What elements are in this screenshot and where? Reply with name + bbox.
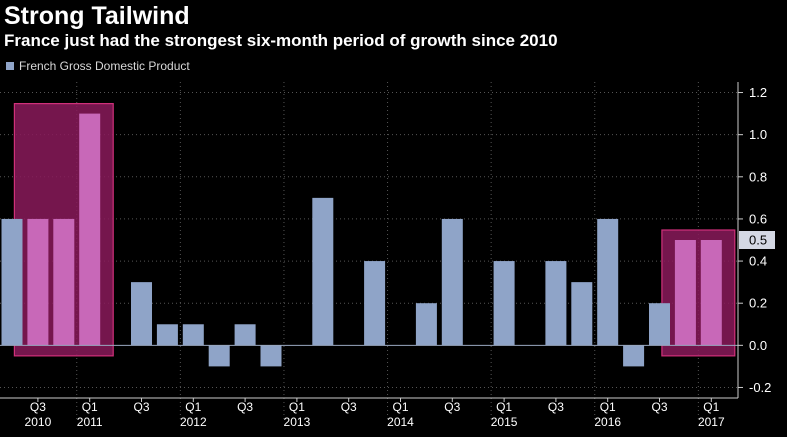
x-tick-label-quarter: Q3 (341, 400, 357, 414)
x-axis: Q3 Q1 Q3 Q1 Q3 Q1 Q3 Q1 Q3 Q1 Q3 Q1 Q3 Q1 2010 2011 2012… (0, 397, 738, 429)
legend-label: French Gross Domestic Product (19, 59, 190, 73)
bar (493, 261, 515, 346)
last-value-box (739, 231, 775, 249)
bar (623, 345, 645, 367)
x-tick-label-year: 2017 (698, 415, 725, 429)
x-tick-label-quarter: Q1 (82, 400, 98, 414)
x-tick-label-year: 2016 (594, 415, 621, 429)
bar (208, 345, 230, 367)
highlight-region (661, 229, 736, 357)
x-tick-label-quarter: Q1 (496, 400, 512, 414)
y-tick-label: 0.2 (749, 296, 767, 311)
bar (545, 261, 567, 346)
x-tick-label-quarter: Q1 (289, 400, 305, 414)
bar (156, 324, 178, 346)
x-tick-label-quarter: Q3 (30, 400, 46, 414)
y-tick-label: 1.2 (749, 85, 767, 100)
bar (700, 240, 722, 346)
y-tick-label: 0.8 (749, 169, 767, 184)
bar (182, 324, 204, 346)
x-tick-label-quarter: Q3 (651, 400, 667, 414)
y-tick-label: -0.2 (749, 380, 771, 395)
bar (649, 303, 670, 346)
bar (53, 218, 75, 346)
x-tick-label-quarter: Q1 (185, 400, 201, 414)
x-tick-label-year: 2012 (180, 415, 207, 429)
legend: French Gross Domestic Product (6, 59, 190, 73)
legend-swatch (6, 62, 14, 70)
last-value-label: 0.5 (749, 233, 767, 248)
x-tick-label-year: 2014 (387, 415, 414, 429)
bar (1, 218, 23, 346)
y-tick-label: 0.0 (749, 338, 767, 353)
bar (260, 345, 282, 367)
bar (571, 282, 593, 346)
bar (234, 324, 256, 346)
bar (27, 218, 49, 346)
y-tick-label: 0.6 (749, 211, 767, 226)
bar (674, 240, 696, 346)
bar (312, 197, 334, 346)
chart-title: Strong Tailwind (4, 2, 190, 30)
x-tick-label-year: 2011 (77, 415, 103, 429)
bar (364, 261, 386, 346)
last-value-pointer (739, 235, 744, 245)
y-tick-label: 0.4 (749, 254, 767, 269)
x-tick-label-quarter: Q3 (133, 400, 149, 414)
x-tick-label-quarter: Q3 (444, 400, 460, 414)
bar (597, 218, 619, 346)
bar (441, 218, 463, 346)
x-tick-label-quarter: Q1 (703, 400, 719, 414)
x-tick-label-year: 2010 (25, 415, 52, 429)
y-tick-label: 1.0 (749, 127, 767, 142)
chart-subtitle: France just had the strongest six-month … (4, 31, 558, 50)
bar (131, 282, 152, 346)
bar (415, 303, 437, 346)
x-tick-label-year: 2013 (284, 415, 311, 429)
x-tick-label-quarter: Q3 (548, 400, 564, 414)
x-tick-label-year: 2015 (491, 415, 518, 429)
bars (1, 113, 722, 367)
x-tick-label-quarter: Q1 (600, 400, 616, 414)
bar (79, 113, 101, 346)
x-tick-label-quarter: Q1 (392, 400, 408, 414)
y-axis: -0.2 0.0 0.2 0.4 0.6 0.8 1.0 1.2 0.5 (737, 82, 775, 398)
x-tick-label-quarter: Q3 (237, 400, 253, 414)
